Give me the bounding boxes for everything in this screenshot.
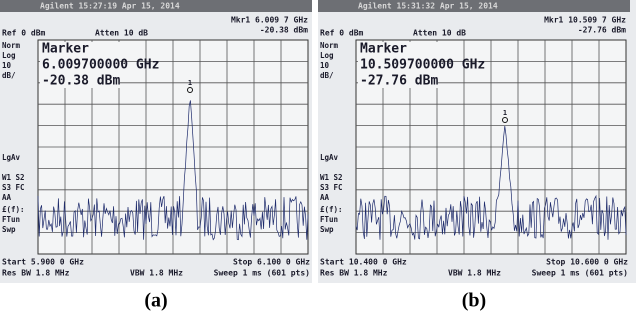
marker-freq-readout: 6.009700000 GHz (42, 58, 159, 73)
side-label: S3 FC (2, 183, 25, 192)
side-label: FTun (320, 215, 338, 224)
side-label: £(f): (320, 205, 343, 214)
caption: (a) (144, 290, 167, 312)
marker-title: Marker (42, 42, 89, 57)
side-label: Log (2, 51, 16, 60)
side-label: Swp (2, 225, 16, 234)
side-label: W1 S2 (2, 173, 25, 182)
marker-id: 1 (188, 79, 192, 87)
side-label: S3 FC (320, 183, 343, 192)
side-label: AA (2, 193, 12, 202)
side-label: Norm (320, 41, 339, 50)
side-label: Norm (2, 41, 21, 50)
side-label: dB/ (2, 71, 16, 80)
analyzer-panel: Agilent 15:31:32 Apr 15, 2014 Mkr1 10.509… (318, 0, 636, 312)
marker-freq-readout: 10.509700000 GHz (360, 58, 485, 73)
side-label: LgAv (320, 153, 339, 162)
side-label: Log (320, 51, 334, 60)
marker-id: 1 (503, 109, 507, 117)
video-bandwidth: VBW 1.8 MHz (130, 269, 183, 278)
sweep: Sweep 1 ms (601 pts) (532, 269, 628, 278)
side-label: dB/ (320, 71, 334, 80)
marker-level: -27.76 dBm (578, 26, 626, 35)
video-bandwidth: VBW 1.8 MHz (448, 269, 501, 278)
side-label: AA (320, 193, 330, 202)
side-label: LgAv (2, 153, 21, 162)
marker-frequency: Mkr1 10.509 7 GHz (544, 16, 626, 25)
marker-level: -20.38 dBm (260, 26, 308, 35)
side-label: Swp (320, 225, 334, 234)
stop-frequency: Stop 10.600 0 GHz (546, 258, 628, 267)
resolution-bandwidth: Res BW 1.8 MHz (2, 269, 70, 278)
marker-level-readout: -20.38 dBm (42, 74, 120, 89)
attenuation: Atten 10 dB (95, 29, 148, 38)
reference-level: Ref 0 dBm (320, 29, 364, 38)
side-label: 10 (2, 61, 12, 70)
resolution-bandwidth: Res BW 1.8 MHz (320, 269, 388, 278)
marker-title: Marker (360, 42, 407, 57)
reference-level: Ref 0 dBm (2, 29, 46, 38)
start-frequency: Start 10.400 0 GHz (320, 258, 407, 267)
stop-frequency: Stop 6.100 0 GHz (233, 258, 310, 267)
side-label: £(f): (2, 205, 25, 214)
start-frequency: Start 5.900 0 GHz (2, 258, 84, 267)
attenuation: Atten 10 dB (413, 29, 466, 38)
caption: (b) (462, 290, 486, 312)
header-text: Agilent 15:27:19 Apr 15, 2014 (40, 1, 180, 11)
header-text: Agilent 15:31:32 Apr 15, 2014 (358, 1, 498, 11)
marker-frequency: Mkr1 6.009 7 GHz (231, 16, 308, 25)
marker-level-readout: -27.76 dBm (360, 74, 438, 89)
figure: Agilent 15:27:19 Apr 15, 2014 Mkr1 6.009 … (0, 0, 636, 324)
side-label: FTun (2, 215, 20, 224)
analyzer-panel: Agilent 15:27:19 Apr 15, 2014 Mkr1 6.009 … (0, 0, 312, 312)
side-label: W1 S2 (320, 173, 343, 182)
side-label: 10 (320, 61, 330, 70)
sweep: Sweep 1 ms (601 pts) (214, 269, 310, 278)
